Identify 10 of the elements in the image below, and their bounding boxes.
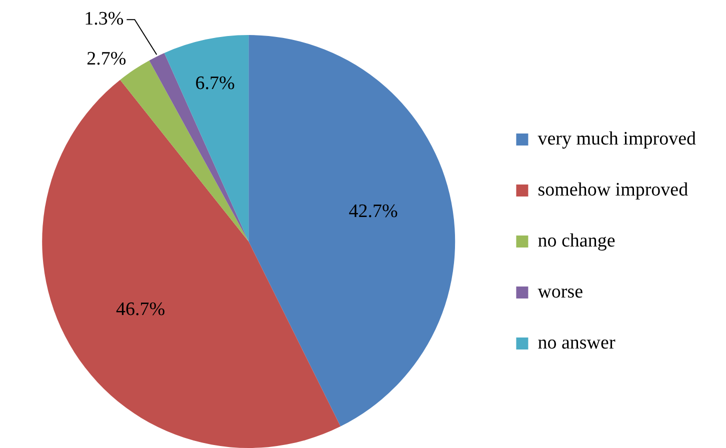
data-label: 42.7% — [348, 201, 398, 222]
legend-label: no change — [538, 230, 616, 252]
legend-label: worse — [538, 281, 584, 302]
data-label: 6.7% — [195, 72, 235, 94]
legend-label: no answer — [538, 332, 616, 354]
legend-label: very much improved — [538, 128, 696, 150]
data-label: 46.7% — [116, 299, 166, 320]
data-label: 1.3% — [84, 8, 124, 30]
data-label: 2.7% — [86, 48, 126, 70]
legend-label: somehow improved — [538, 179, 689, 200]
